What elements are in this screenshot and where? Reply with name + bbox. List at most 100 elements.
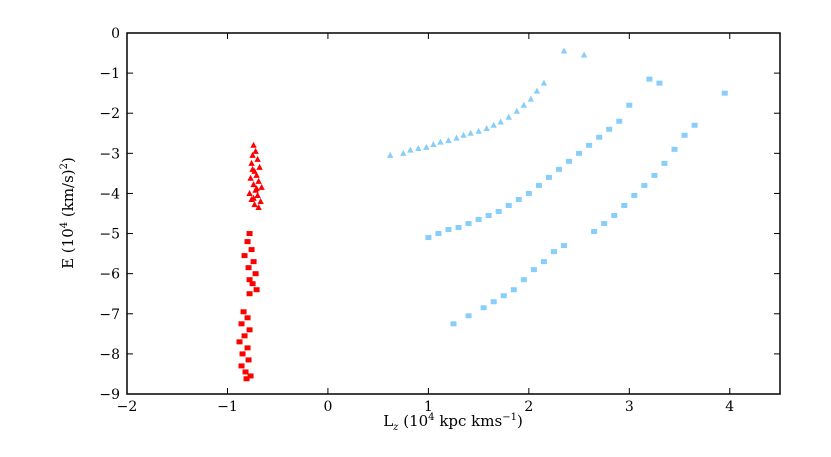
x-axis-ticks: −2 −1 0 1 2 3 4 (117, 33, 734, 415)
data-point-square (515, 196, 522, 202)
y-tick-label: −5 (99, 227, 120, 243)
series-4 (450, 90, 728, 327)
data-point-triangle (445, 136, 452, 143)
data-point-square (721, 90, 728, 96)
x-tick-label: −2 (117, 399, 138, 415)
series-0 (246, 141, 265, 210)
data-point-square (252, 271, 259, 277)
data-point-triangle (533, 87, 541, 94)
x-axis-label: Lz (104 kpc kms−1) (383, 412, 523, 433)
y-tick-label: −6 (99, 267, 120, 283)
y-tick-label: −2 (99, 106, 120, 122)
data-point-square (641, 182, 648, 188)
x-axis-label-symbol: L (383, 412, 393, 430)
data-point-triangle (257, 197, 264, 204)
data-point-triangle (258, 183, 265, 190)
data-point-triangle (505, 113, 512, 120)
data-point-square (691, 122, 698, 128)
y-tick-label: −7 (99, 307, 120, 323)
data-point-square (485, 213, 492, 219)
data-point-square (671, 146, 678, 152)
data-point-square (239, 351, 246, 357)
data-point-triangle (467, 129, 474, 136)
x-axis-label-sup1: 4 (428, 412, 434, 423)
data-point-triangle (387, 151, 394, 158)
data-point-square (246, 327, 253, 333)
data-point-square (465, 221, 472, 227)
data-point-square (250, 259, 257, 265)
data-marks (236, 47, 728, 382)
data-point-square (656, 80, 663, 86)
data-point-square (245, 357, 252, 363)
data-point-square (480, 305, 487, 311)
data-point-square (245, 265, 252, 271)
y-tick-label: −4 (99, 186, 120, 202)
data-point-square (246, 291, 253, 297)
data-point-square (425, 235, 432, 241)
data-point-square (626, 102, 633, 108)
data-point-square (661, 160, 668, 166)
data-point-triangle (249, 165, 256, 172)
data-point-triangle (249, 151, 256, 158)
x-axis-label-mid: kpc kms (435, 412, 503, 430)
data-point-square (555, 166, 562, 172)
data-point-square (591, 229, 598, 235)
data-point-triangle (246, 189, 253, 196)
data-point-square (616, 118, 623, 124)
data-point-triangle (250, 181, 257, 188)
x-tick-label: 4 (725, 399, 734, 415)
x-tick-label: 3 (625, 399, 634, 415)
y-axis-label-sup2: 2 (59, 163, 70, 169)
data-point-square (465, 313, 472, 319)
data-point-square (247, 373, 254, 379)
x-tick-label: 0 (323, 399, 332, 415)
data-point-square (241, 253, 248, 259)
data-point-square (241, 333, 248, 339)
data-point-square (450, 321, 457, 327)
data-point-triangle (253, 171, 260, 178)
data-point-triangle (248, 159, 255, 166)
data-point-square (576, 150, 583, 156)
data-point-square (525, 190, 532, 196)
data-point-triangle (560, 47, 568, 54)
series-2 (387, 47, 588, 158)
data-point-square (243, 376, 250, 382)
data-point-square (545, 174, 552, 180)
data-point-triangle (415, 145, 422, 152)
data-point-square (249, 281, 256, 287)
data-point-square (651, 172, 658, 178)
y-axis-label-pre: E (10 (59, 228, 77, 269)
data-point-triangle (453, 134, 460, 141)
data-point-square (238, 363, 245, 369)
y-axis-label-sup1: 4 (59, 222, 70, 228)
data-point-square (455, 225, 462, 231)
data-point-square (495, 208, 502, 214)
data-point-triangle (460, 131, 467, 138)
data-point-square (490, 299, 497, 305)
data-point-square (520, 277, 527, 283)
data-point-square (631, 192, 638, 198)
data-point-square (244, 239, 251, 245)
x-tick-label: 2 (524, 399, 533, 415)
data-point-square (681, 132, 688, 138)
data-point-triangle (475, 127, 482, 134)
y-tick-label: −9 (99, 387, 120, 403)
data-point-square (238, 321, 245, 327)
data-point-square (601, 221, 608, 227)
data-point-triangle (255, 203, 262, 210)
x-axis-label-sup2: −1 (502, 412, 517, 423)
data-point-triangle (483, 124, 490, 131)
data-point-square (246, 277, 253, 283)
data-point-triangle (251, 201, 258, 208)
data-point-triangle (527, 95, 535, 102)
series-3 (425, 76, 663, 241)
data-point-triangle (540, 79, 548, 86)
data-point-square (248, 247, 255, 253)
x-axis-label-pre: (10 (398, 412, 428, 430)
data-point-square (566, 158, 573, 164)
data-point-triangle (247, 174, 254, 181)
data-point-square (646, 76, 653, 82)
data-point-square (540, 259, 547, 265)
data-point-square (475, 217, 482, 223)
